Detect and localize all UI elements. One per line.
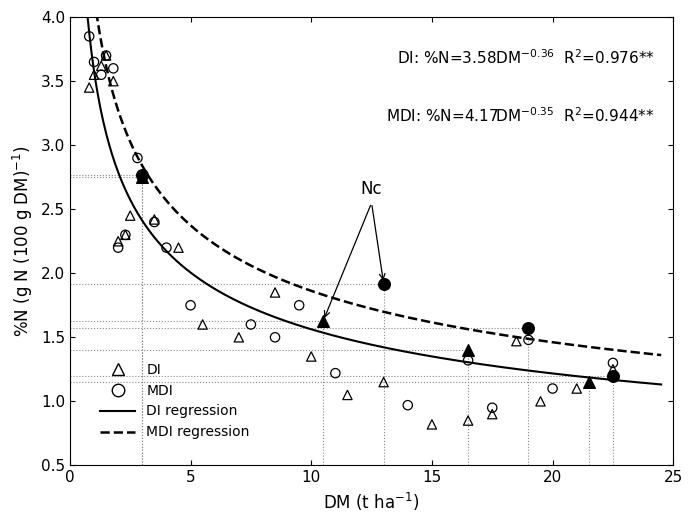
Point (294, 301, 305, 310)
Point (523, 324, 534, 333)
Point (305, 352, 316, 361)
Point (607, 372, 618, 380)
Point (120, 231, 131, 239)
Point (197, 320, 208, 329)
Point (233, 333, 244, 342)
Point (269, 333, 280, 342)
Point (463, 417, 474, 425)
Point (185, 301, 196, 310)
Point (426, 420, 437, 429)
Point (463, 356, 474, 365)
Point (486, 410, 498, 418)
Point (378, 279, 389, 288)
Point (137, 173, 148, 181)
Point (173, 244, 184, 252)
Point (607, 365, 618, 374)
Point (523, 336, 534, 344)
Point (535, 397, 546, 406)
Point (84, 83, 95, 92)
Point (342, 391, 353, 399)
Point (149, 215, 160, 224)
Point (149, 218, 160, 226)
Point (571, 384, 582, 392)
Point (607, 359, 618, 367)
Point (125, 212, 136, 220)
Point (112, 244, 124, 252)
Text: MDI: %N=4.17DM$^{-0.35}$  R$^2$=0.944**: MDI: %N=4.17DM$^{-0.35}$ R$^2$=0.944** (387, 107, 655, 125)
Legend: DI, MDI, DI regression, MDI regression: DI, MDI, DI regression, MDI regression (95, 357, 255, 445)
Point (120, 231, 131, 239)
Point (108, 64, 119, 72)
Point (96, 71, 107, 79)
Point (112, 237, 124, 245)
Point (132, 154, 143, 162)
Point (161, 244, 172, 252)
Point (318, 316, 329, 325)
Point (463, 346, 474, 354)
Y-axis label: %N (g N (100 g DM)$^{-1}$): %N (g N (100 g DM)$^{-1}$) (11, 146, 35, 337)
Point (378, 378, 389, 386)
Point (330, 369, 341, 377)
Point (88, 58, 99, 66)
Point (108, 77, 119, 85)
Point (511, 337, 522, 345)
Text: DI: %N=3.58DM$^{-0.36}$  R$^2$=0.976**: DI: %N=3.58DM$^{-0.36}$ R$^2$=0.976** (397, 49, 655, 67)
Point (137, 170, 148, 179)
Point (547, 384, 558, 392)
Point (403, 401, 414, 409)
Point (88, 71, 99, 79)
Point (269, 288, 280, 297)
Point (246, 320, 257, 329)
Text: Nc: Nc (361, 180, 382, 198)
Point (101, 51, 112, 60)
Point (96, 62, 107, 70)
Point (84, 32, 95, 40)
Point (101, 51, 112, 60)
Point (137, 173, 148, 181)
Point (583, 378, 594, 386)
X-axis label: DM (t ha$^{-1}$): DM (t ha$^{-1}$) (323, 491, 420, 513)
Point (486, 403, 498, 412)
